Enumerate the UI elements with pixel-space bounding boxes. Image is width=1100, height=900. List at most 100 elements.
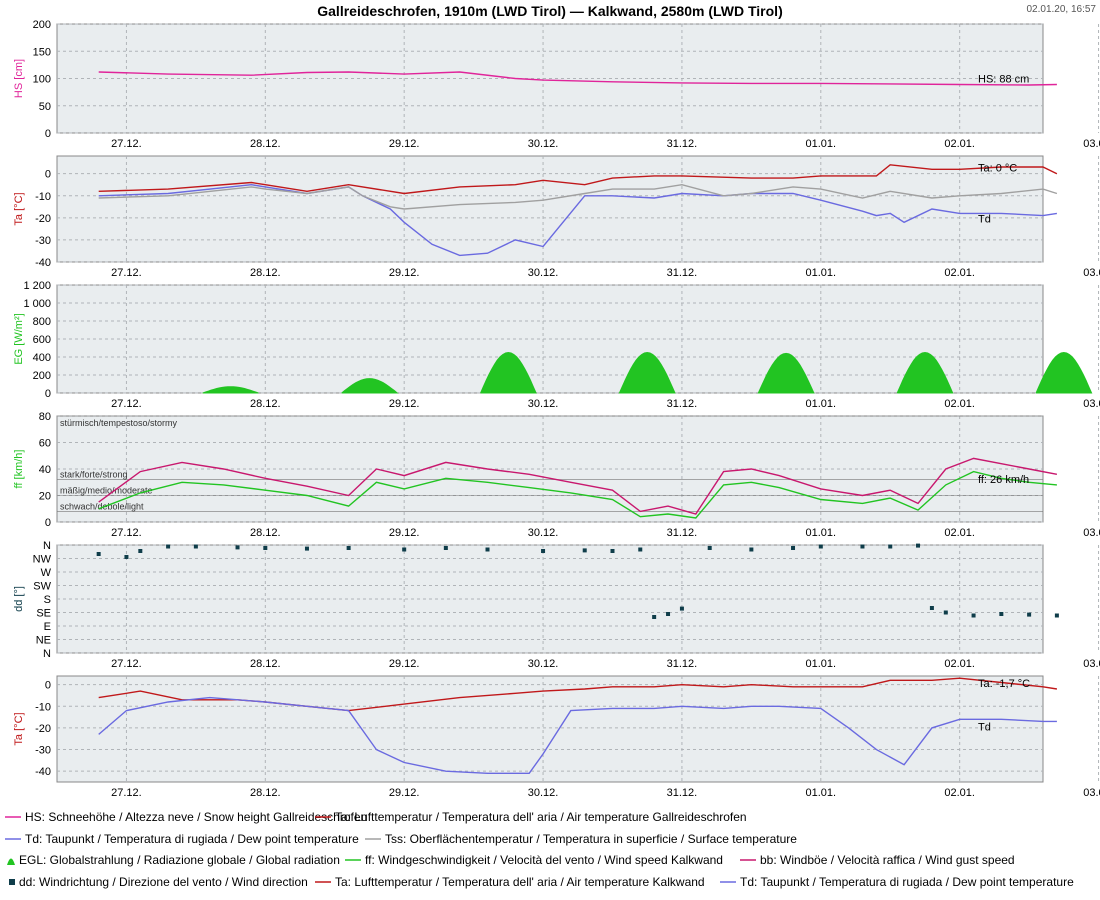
y-tick-label: 0 [45, 128, 51, 140]
y-tick-label: N [43, 540, 51, 552]
series-line-ff [98, 470, 1057, 519]
dd-point [666, 612, 671, 616]
x-tick-label: 27.12. [111, 787, 142, 799]
legend-marker [9, 879, 15, 885]
legend-text: Td: Taupunkt / Temperatura di rugiada / … [740, 875, 1074, 889]
timestamp: 02.01.20, 16:57 [1026, 4, 1096, 15]
panel-bg [56, 155, 1044, 263]
y-tick-label: 40 [39, 464, 51, 476]
x-tick-label: 03.01. [1083, 527, 1100, 539]
legend-item: EGL: Globalstrahlung / Radiazione global… [7, 853, 340, 867]
dd-point [943, 610, 948, 615]
x-tick-label: 02.01. [944, 787, 975, 799]
y-tick-label: 1 200 [23, 280, 51, 292]
x-tick-label: 28.12. [250, 138, 281, 150]
end-value-label: ff: 26 km/h [978, 474, 1029, 486]
legend-text: HS: Schneehöhe / Altezza neve / Snow hei… [25, 810, 367, 824]
series-line-bb [98, 457, 1058, 515]
y-tick-label: NW [33, 554, 52, 566]
x-tick-label: 29.12. [389, 398, 420, 410]
eg-day-area [480, 351, 537, 394]
x-tick-label: 03.01. [1083, 267, 1100, 279]
eg-day-area [618, 351, 676, 394]
x-tick-label: 30.12. [528, 267, 559, 279]
eg-day-area [202, 386, 259, 394]
y-axis-label: HS [cm] [13, 59, 25, 98]
dd-point [971, 613, 976, 618]
x-tick-label: 31.12. [667, 267, 698, 279]
dd-point [929, 606, 934, 610]
x-tick-label: 02.01. [944, 398, 975, 410]
series-line-tss [98, 183, 1058, 210]
y-tick-label: 0 [45, 169, 51, 181]
legend-item: Ta: Lufttemperatur / Temperatura dell' a… [315, 810, 747, 824]
dd-point [582, 548, 587, 553]
dd-point [652, 615, 657, 619]
panels: 27.12. 28.12. 29.12. 30.12. 31.12. 01.01. 02.0… [13, 19, 1100, 799]
y-tick-label: 400 [33, 352, 51, 364]
dd-point [638, 547, 643, 552]
panel-ff: 27.12. 28.12. 29.12. 30.12. 31.12. 01.01. 02.0… [13, 411, 1100, 539]
y-tick-label: -10 [35, 701, 51, 713]
dd-point [916, 543, 921, 548]
band-label: stark/forte/strong [60, 470, 128, 480]
legend-text: EGL: Globalstrahlung / Radiazione global… [19, 853, 340, 867]
panel-bg [56, 675, 1044, 783]
panel-hs: 27.12. 28.12. 29.12. 30.12. 31.12. 01.01. 02.0… [13, 19, 1100, 150]
dd-point [1054, 613, 1059, 618]
x-tick-label: 31.12. [667, 658, 698, 670]
x-tick-label: 29.12. [389, 658, 420, 670]
y-tick-label: 0 [45, 680, 51, 692]
x-tick-label: 01.01. [806, 398, 837, 410]
legend-item: Td: Taupunkt / Temperatura di rugiada / … [720, 875, 1074, 889]
y-axis-label: dd [°] [13, 586, 25, 612]
legend-item: ff: Windgeschwindigkeit / Velocità del v… [345, 853, 723, 867]
x-tick-label: 31.12. [667, 527, 698, 539]
y-tick-label: -10 [35, 191, 51, 203]
x-tick-label: 31.12. [667, 138, 698, 150]
band-label: stürmisch/tempestoso/stormy [60, 418, 178, 428]
dd-point [541, 549, 546, 553]
dd-point [263, 546, 268, 550]
dd-point [443, 546, 448, 550]
dd-point [749, 547, 754, 552]
end-value-label: Ta: -1,7 °C [978, 678, 1030, 690]
legend-item: dd: Windrichtung / Direzione del vento /… [9, 875, 308, 889]
y-tick-label: N [43, 648, 51, 660]
x-tick-label: 01.01. [806, 267, 837, 279]
band-label: mäßig/medio/moderate [60, 486, 153, 496]
x-tick-label: 27.12. [111, 267, 142, 279]
eg-day-area [757, 352, 815, 394]
dd-point [818, 544, 823, 549]
x-tick-label: 30.12. [528, 787, 559, 799]
y-tick-label: -30 [35, 745, 51, 757]
dd-point [999, 612, 1004, 616]
series-line-td [98, 696, 1057, 774]
x-tick-label: 01.01. [806, 787, 837, 799]
y-tick-label: 50 [39, 101, 51, 113]
legend-marker [7, 858, 15, 865]
legend: HS: Schneehöhe / Altezza neve / Snow hei… [5, 810, 1074, 889]
x-tick-label: 29.12. [389, 787, 420, 799]
x-tick-label: 03.01. [1083, 398, 1100, 410]
x-tick-label: 30.12. [528, 398, 559, 410]
legend-item: Td: Taupunkt / Temperatura di rugiada / … [5, 832, 359, 846]
y-tick-label: 600 [33, 334, 51, 346]
dd-point [124, 555, 129, 559]
x-tick-label: 28.12. [250, 267, 281, 279]
dd-point [860, 544, 865, 549]
y-tick-label: W [41, 567, 52, 579]
y-tick-label: SE [36, 608, 51, 620]
y-tick-label: -40 [35, 257, 51, 269]
dd-point [235, 545, 240, 550]
dd-point [346, 546, 351, 550]
td-end-label: Td [978, 213, 991, 225]
x-tick-label: 02.01. [944, 267, 975, 279]
y-axis-label: Ta [°C] [13, 712, 25, 745]
eg-day-area [896, 351, 954, 394]
x-tick-label: 28.12. [250, 398, 281, 410]
end-value-label: Ta: 0 °C [978, 163, 1017, 175]
x-tick-label: 28.12. [250, 787, 281, 799]
x-tick-label: 31.12. [667, 398, 698, 410]
